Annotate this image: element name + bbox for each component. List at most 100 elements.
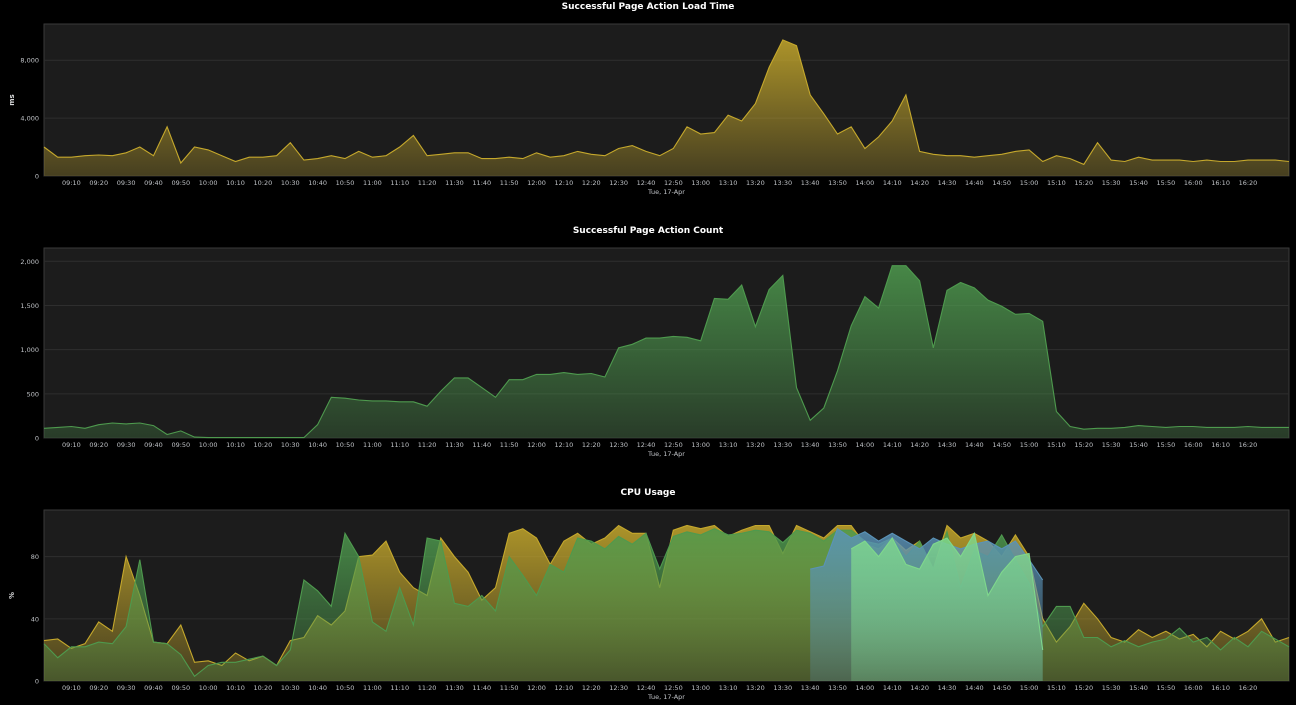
- x-tick-label: 15:20: [1074, 179, 1093, 187]
- x-tick-label: 12:50: [664, 684, 683, 692]
- x-tick-label: 10:10: [226, 684, 245, 692]
- x-tick-label: 12:40: [637, 179, 656, 187]
- x-tick-label: 12:10: [555, 441, 574, 449]
- x-tick-label: 11:20: [418, 441, 437, 449]
- x-tick-label: 10:40: [308, 684, 327, 692]
- series-line: [810, 527, 1044, 581]
- x-tick-label: 15:30: [1102, 179, 1121, 187]
- y-tick-label: 0: [35, 678, 39, 686]
- series-line: [43, 528, 1290, 678]
- x-tick-label: 13:30: [773, 441, 792, 449]
- x-tick-label: 11:50: [500, 179, 519, 187]
- x-tick-label: 16:10: [1211, 441, 1230, 449]
- x-tick-label: 15:20: [1074, 441, 1093, 449]
- cpu-usage-chart[interactable]: 0 40 80 09:10 09:20 09:30 09:40 09:50 10:00 10:10…: [0, 486, 1296, 705]
- x-tick-label: 10:10: [226, 441, 245, 449]
- series-area: [44, 39, 1289, 177]
- x-tick-label: 12:40: [637, 684, 656, 692]
- x-tick-label: 09:40: [144, 684, 163, 692]
- x-tick-label: 11:00: [363, 441, 382, 449]
- x-tick-label: 15:50: [1157, 684, 1176, 692]
- x-tick-label: 16:20: [1239, 441, 1258, 449]
- x-tick-label: 11:10: [390, 179, 409, 187]
- x-tick-label: 16:20: [1239, 684, 1258, 692]
- x-tick-label: 14:40: [965, 441, 984, 449]
- x-tick-label: 14:20: [910, 179, 929, 187]
- x-tick-label: 13:00: [691, 684, 710, 692]
- x-tick-label: 11:30: [445, 179, 464, 187]
- x-tick-label: 15:50: [1157, 441, 1176, 449]
- x-tick-label: 12:10: [555, 684, 574, 692]
- x-tick-label: 12:20: [582, 441, 601, 449]
- x-tick-label: 10:20: [254, 441, 273, 449]
- x-tick-label: 16:00: [1184, 179, 1203, 187]
- panel-cpu-usage: CPU Usage 0 40 80 09:10 09:20 09:30 09:40 09:50…: [0, 486, 1296, 705]
- chart-title: CPU Usage: [620, 488, 676, 498]
- x-tick-label: 12:00: [527, 179, 546, 187]
- x-tick-label: 10:20: [254, 179, 273, 187]
- x-tick-label: 16:20: [1239, 179, 1258, 187]
- x-tick-label: 10:00: [199, 179, 218, 187]
- y-tick-label: 1,500: [20, 302, 39, 310]
- x-tick-label: 13:40: [801, 684, 820, 692]
- x-tick-label: 15:40: [1129, 179, 1148, 187]
- x-tick-label: 09:50: [171, 179, 190, 187]
- x-tick-label: 13:40: [801, 179, 820, 187]
- x-axis-label: Tue, 17-Apr: [647, 450, 685, 458]
- x-tick-label: 09:10: [62, 684, 81, 692]
- x-tick-label: 10:50: [336, 684, 355, 692]
- x-tick-label: 11:40: [472, 684, 491, 692]
- x-tick-label: 10:40: [308, 179, 327, 187]
- x-tick-label: 09:20: [89, 441, 108, 449]
- x-tick-label: 13:20: [746, 441, 765, 449]
- y-tick-label: 0: [35, 435, 39, 443]
- x-tick-label: 12:20: [582, 684, 601, 692]
- panel-load-time: Successful Page Action Load Time 0 4,000 8…: [0, 0, 1296, 210]
- x-tick-label: 10:00: [199, 441, 218, 449]
- x-tick-label: 10:10: [226, 179, 245, 187]
- x-tick-label: 10:00: [199, 684, 218, 692]
- x-tick-label: 15:10: [1047, 441, 1066, 449]
- x-tick-label: 09:20: [89, 684, 108, 692]
- x-tick-label: 15:00: [1020, 441, 1039, 449]
- x-tick-label: 14:50: [992, 179, 1011, 187]
- x-tick-label: 11:30: [445, 684, 464, 692]
- x-tick-label: 13:00: [691, 441, 710, 449]
- x-tick-label: 14:30: [938, 684, 957, 692]
- x-tick-label: 13:50: [828, 179, 847, 187]
- load-time-chart[interactable]: 0 4,000 8,000 09:10 09:20 09:30 09:40 09:50 10:0…: [0, 0, 1296, 210]
- x-tick-label: 12:30: [609, 684, 628, 692]
- x-tick-label: 14:30: [938, 179, 957, 187]
- x-tick-label: 11:10: [390, 441, 409, 449]
- chart-title: Successful Page Action Load Time: [561, 2, 735, 12]
- x-tick-label: 14:00: [856, 684, 875, 692]
- x-axis-label: Tue, 17-Apr: [647, 693, 685, 701]
- x-tick-label: 12:40: [637, 441, 656, 449]
- x-tick-label: 13:30: [773, 684, 792, 692]
- y-tick-label: 40: [31, 615, 39, 623]
- x-tick-label: 12:10: [555, 179, 574, 187]
- x-tick-label: 15:10: [1047, 179, 1066, 187]
- action-count-chart[interactable]: 0 500 1,000 1,500 2,000 09:10 09:20 09:30 09:40 0…: [0, 224, 1296, 464]
- x-tick-label: 12:00: [527, 441, 546, 449]
- x-tick-label: 13:30: [773, 179, 792, 187]
- x-tick-label: 15:50: [1157, 179, 1176, 187]
- y-axis-label: %: [8, 592, 16, 599]
- plot-area: [43, 23, 1290, 177]
- x-tick-label: 13:10: [719, 441, 738, 449]
- x-tick-label: 11:50: [500, 684, 519, 692]
- y-tick-label: 8,000: [20, 57, 39, 65]
- x-tick-label: 11:20: [418, 684, 437, 692]
- x-tick-label: 14:40: [965, 179, 984, 187]
- x-tick-label: 13:20: [746, 179, 765, 187]
- x-tick-label: 10:30: [281, 179, 300, 187]
- x-tick-label: 13:40: [801, 441, 820, 449]
- x-tick-label: 11:00: [363, 684, 382, 692]
- x-tick-label: 12:00: [527, 684, 546, 692]
- x-tick-label: 09:10: [62, 179, 81, 187]
- x-tick-label: 10:40: [308, 441, 327, 449]
- series-line: [43, 265, 1289, 439]
- x-tick-label: 15:30: [1102, 441, 1121, 449]
- x-tick-label: 15:00: [1020, 684, 1039, 692]
